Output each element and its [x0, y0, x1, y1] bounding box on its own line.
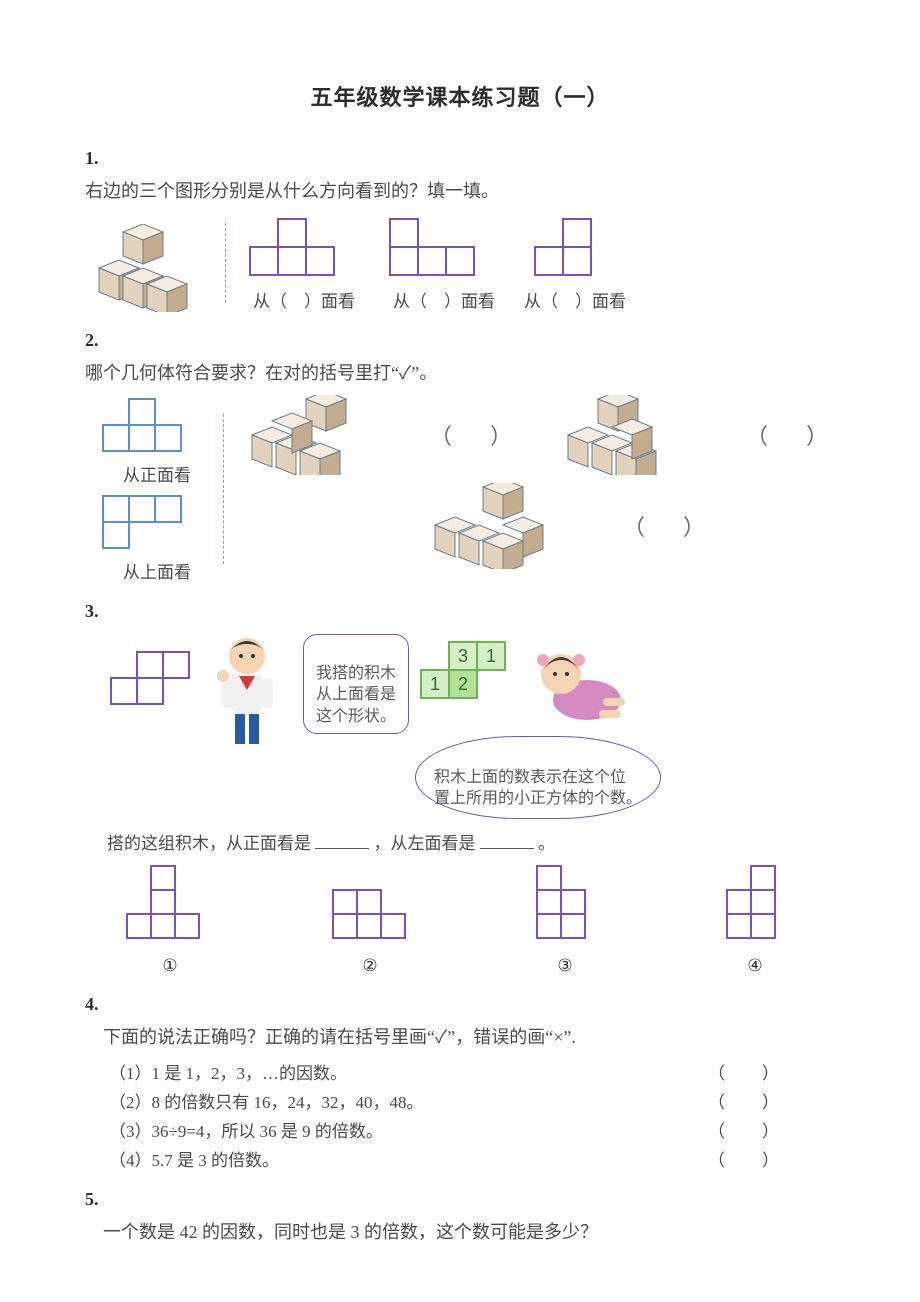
q2-number: 2. [85, 330, 835, 351]
q3-s-part3: 。 [538, 834, 555, 853]
page-title: 五年级数学课本练习题（一） [85, 80, 835, 112]
q2-given-views: 从正面看 从上面看 [97, 395, 217, 583]
q1-number: 1. [85, 148, 835, 169]
q4-number: 4. [85, 994, 835, 1015]
q1-view-1: 从（ ）面看 [244, 213, 364, 312]
boy-speech-bubble: 我搭的积木 从上面看是 这个形状。 [303, 634, 409, 734]
q4-text-1: （1）1 是 1，2，3，…的因数。 [109, 1059, 347, 1084]
q4-item-3: （3）36÷9=4，所以 36 是 9 的倍数。 （ ） [109, 1117, 789, 1142]
q4-stem: 下面的说法正确吗？正确的请在括号里画“✓”，错误的画“×”. [103, 1023, 835, 1049]
q3-label-4: ④ [747, 956, 762, 976]
q3-choice-2: ② [315, 862, 425, 976]
q2-choice-c [425, 483, 585, 569]
q4-text-3: （3）36÷9=4，所以 36 是 9 的倍数。 [109, 1117, 383, 1142]
girl-speech-bubble: 积木上面的数表示在这个位 置上所用的小正方体的个数。 [415, 736, 661, 819]
grid-n-bl: 1 [430, 674, 440, 694]
q3-blank-1 [315, 831, 369, 849]
q3-number-grid: 3 1 1 2 [419, 636, 511, 712]
q4-item-2: （2）8 的倍数只有 16，24，32，40，48。 （ ） [109, 1088, 789, 1113]
q3-choice-3: ③ [515, 862, 615, 976]
q4-paren-3: （ ） [708, 1117, 789, 1142]
q4-paren-2: （ ） [708, 1088, 789, 1113]
q1-view-2: 从（ ）面看 [384, 213, 504, 312]
q3-blank-2 [480, 831, 534, 849]
q4-item-1: （1）1 是 1，2，3，…的因数。 （ ） [109, 1059, 789, 1084]
q2-stem: 哪个几何体符合要求？在对的括号里打“✓”。 [85, 359, 835, 385]
q2-paren-a: （ ） [430, 419, 520, 451]
worksheet-page: 五年级数学课本练习题（一） 1. 右边的三个图形分别是从什么方向看到的？填一填。 [0, 0, 920, 1294]
q1-row: 从（ ）面看 从（ ）面看 从（ ）面看 [89, 213, 835, 312]
q2-row: 从正面看 从上面看 [89, 395, 835, 583]
girl-speech-text: 积木上面的数表示在这个位 置上所用的小正方体的个数。 [434, 769, 642, 808]
q3-sentence: 搭的这组积木，从正面看是 ，从左面看是 。 [107, 829, 835, 854]
q3-scene: 我搭的积木 从上面看是 这个形状。 3 1 1 2 [105, 630, 835, 750]
q4-paren-4: （ ） [708, 1146, 789, 1171]
q2-paren-c: （ ） [623, 510, 713, 542]
q3-choice-4: ④ [705, 862, 805, 976]
q3-label-2: ② [362, 956, 377, 976]
q2-choice-a [242, 395, 392, 475]
vertical-separator [225, 223, 226, 303]
q1-cap-2: 从（ ）面看 [393, 287, 495, 312]
q1-cap-3: 从（ ）面看 [524, 287, 626, 312]
q5-stem: 一个数是 42 的因数，同时也是 3 的倍数，这个数可能是多少？ [103, 1218, 835, 1244]
q3-number: 3. [85, 601, 835, 622]
q2-front-view [97, 395, 217, 457]
q2-top-cap: 从上面看 [97, 558, 217, 583]
q3-choice-1: ① [115, 862, 225, 976]
q3-choices: ① ② ③ [115, 862, 805, 976]
grid-n-br: 2 [458, 674, 468, 694]
boy-illustration [201, 630, 293, 750]
q2-front-cap: 从正面看 [97, 461, 217, 486]
vertical-separator-2 [223, 414, 224, 564]
q2-choice-b [558, 395, 708, 475]
q1-stem: 右边的三个图形分别是从什么方向看到的？填一填。 [85, 177, 835, 203]
q4-paren-1: （ ） [708, 1059, 789, 1084]
q5-number: 5. [85, 1189, 835, 1210]
grid-n-tl: 3 [458, 646, 468, 666]
girl-illustration [521, 630, 631, 740]
q3-label-3: ③ [557, 956, 572, 976]
q1-cap-1: 从（ ）面看 [253, 287, 355, 312]
q3-label-1: ① [162, 956, 177, 976]
q3-ref-shape [105, 648, 191, 712]
q3-s-part2: ，从左面看是 [374, 834, 476, 853]
q4-text-2: （2）8 的倍数只有 16，24，32，40，48。 [109, 1088, 424, 1113]
q4-item-4: （4）5.7 是 3 的倍数。 （ ） [109, 1146, 789, 1171]
boy-speech-text: 我搭的积木 从上面看是 这个形状。 [316, 665, 396, 725]
q4-text-4: （4）5.7 是 3 的倍数。 [109, 1146, 279, 1171]
q3-s-part1: 搭的这组积木，从正面看是 [107, 834, 311, 853]
grid-n-tr: 1 [486, 646, 496, 666]
q1-view-3: 从（ ）面看 [524, 213, 626, 312]
q2-paren-b: （ ） [746, 419, 836, 451]
q1-3d-solid [89, 224, 219, 312]
q2-choices: （ ） [242, 395, 836, 569]
q2-top-view [97, 492, 217, 554]
